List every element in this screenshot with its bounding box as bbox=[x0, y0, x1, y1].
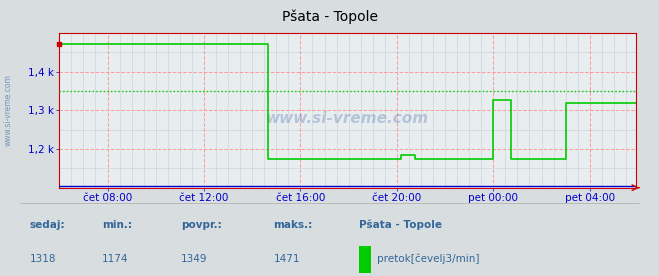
Text: Pšata - Topole: Pšata - Topole bbox=[281, 10, 378, 24]
Text: www.si-vreme.com: www.si-vreme.com bbox=[4, 75, 13, 146]
Text: 1318: 1318 bbox=[30, 254, 56, 264]
Text: 1349: 1349 bbox=[181, 254, 208, 264]
Text: min.:: min.: bbox=[102, 220, 132, 230]
Text: 1174: 1174 bbox=[102, 254, 129, 264]
Text: Pšata - Topole: Pšata - Topole bbox=[359, 219, 442, 230]
Text: pretok[čevelj3/min]: pretok[čevelj3/min] bbox=[377, 254, 480, 264]
Text: povpr.:: povpr.: bbox=[181, 220, 222, 230]
Text: 1471: 1471 bbox=[273, 254, 300, 264]
Text: maks.:: maks.: bbox=[273, 220, 313, 230]
Text: www.si-vreme.com: www.si-vreme.com bbox=[266, 111, 429, 126]
Text: sedaj:: sedaj: bbox=[30, 220, 65, 230]
